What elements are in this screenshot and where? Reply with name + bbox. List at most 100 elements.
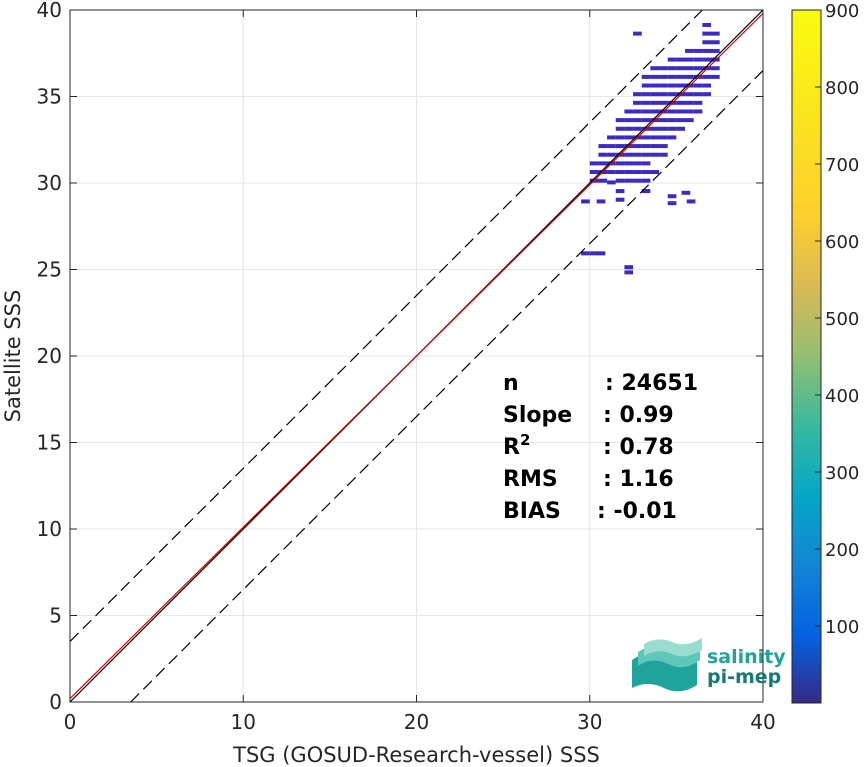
density-cell [598,152,608,157]
stat-value: : 0.99 [603,403,674,428]
density-cell [633,161,642,166]
density-cell [676,126,686,131]
density-cell [667,92,677,97]
density-cell [624,152,634,157]
density-cell [650,109,660,114]
colorbar-rect [791,9,822,704]
colorbar-tick-label: 300 [825,463,859,484]
stat-label: n [503,371,519,396]
density-cell [702,83,712,88]
density-cell [659,83,668,88]
density-cell [667,109,677,114]
colorbar-tick-label: 800 [825,78,859,99]
density-cell [702,40,712,45]
density-cell [624,109,634,114]
density-cell [650,100,660,105]
density-cell [693,92,703,97]
logo-wave-icon [632,638,702,692]
density-cell [693,83,703,88]
density-cell [702,66,712,71]
density-cell [667,118,677,123]
density-cell [667,126,677,131]
x-tick-label: 30 [577,710,602,734]
density-cell [624,126,634,131]
density-cell [633,92,642,97]
density-cell [615,144,625,149]
density-cell [650,92,660,97]
stat-label: RMS [503,467,558,492]
density-cell [667,201,677,206]
density-cell [686,199,696,204]
y-tick-label: 10 [37,517,62,541]
density-cell [589,251,599,256]
y-tick-labels: 0 5 10 15 20 25 30 35 40 [37,0,763,714]
density-cell [624,161,634,166]
density-cell [702,74,712,79]
density-cell [624,265,634,270]
density-cell [711,66,720,71]
density-cell [581,251,590,256]
density-cell [633,144,642,149]
density-cell [615,170,625,175]
density-cell [659,92,668,97]
density-cell [676,74,686,79]
density-cell [702,31,712,36]
colorbar-tick-label: 900 [825,1,859,22]
density-cell [596,251,606,256]
density-cell [615,189,625,194]
density-cell [667,66,677,71]
stat-label: BIAS [503,499,561,524]
density-cell [711,74,720,79]
colorbar-tick-label: 200 [825,540,859,561]
y-axis-label: Satellite SSS [1,290,25,423]
logo-text-pi-mep: pi-mep [707,666,781,688]
density-cell [633,152,642,157]
density-cell [641,161,651,166]
statistics-box: n: 24651 Slope: 0.99 R2: 0.78 RMS: 1.16 BIAS… [503,371,698,524]
density-cell [633,126,642,131]
salinity-pi-mep-logo: salinity pi-mep [632,638,786,692]
density-cell [685,118,694,123]
density-cell [641,144,651,149]
reference-lines [69,9,764,703]
density-cell [676,83,686,88]
stat-label: R2 [503,431,530,460]
density-cell [676,100,686,105]
density-cell [633,31,642,36]
density-cell [702,92,712,97]
density-cell [667,83,677,88]
x-tick-label: 10 [231,710,256,734]
density-cell [693,66,703,71]
density-cell [607,135,616,140]
density-cell [581,199,590,204]
density-cell [676,118,686,123]
density-cell [641,178,651,183]
density-cell [650,83,660,88]
density-cell [598,144,608,149]
density-cell [641,152,651,157]
density-cell [589,161,599,166]
density-cell [615,161,625,166]
density-cell [641,135,651,140]
density-cell [633,178,642,183]
density-cell [633,109,642,114]
density-cell [624,170,634,175]
density-cell [650,74,660,79]
density-cell [676,109,686,114]
stat-label: Slope [503,403,572,428]
density-cell [607,144,616,149]
density-cell [693,57,703,62]
density-cell [711,57,720,62]
density-cell [685,92,694,97]
y-tick-label: 40 [37,0,62,22]
logo-text-salinity: salinity [707,646,786,668]
density-cell [633,170,642,175]
stat-superscript: 2 [520,431,530,449]
density-cell [659,74,668,79]
colorbar-tick-label: 700 [825,155,859,176]
colorbar-tick-label: 100 [825,617,859,638]
density-cell [693,48,703,53]
y-tick-label: 25 [37,258,62,282]
density-cell [615,135,625,140]
